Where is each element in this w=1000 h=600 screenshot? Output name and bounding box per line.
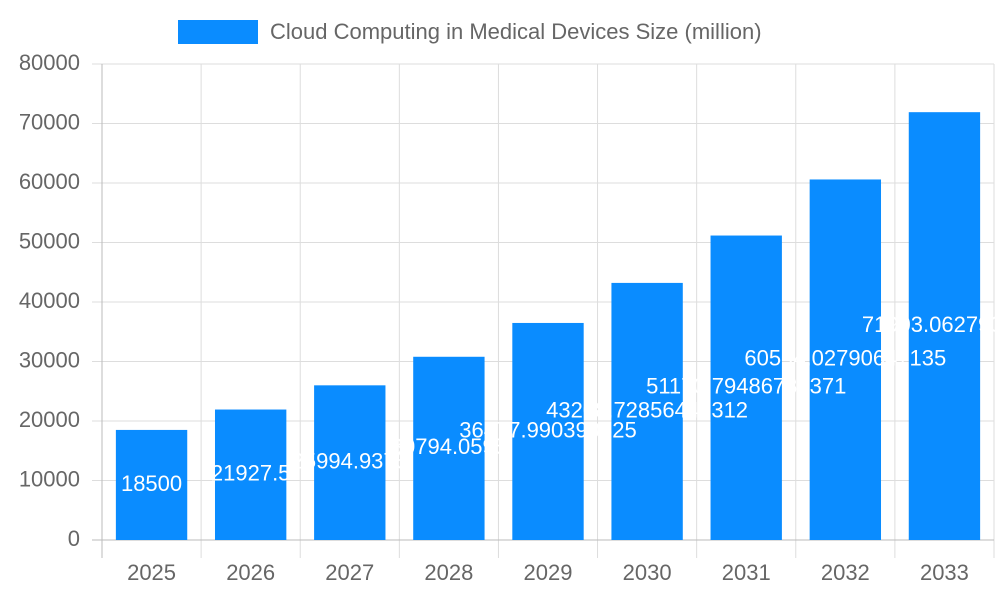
value-label: 21927.5: [211, 461, 291, 486]
y-tick-label: 0: [68, 526, 80, 551]
x-tick-label: 2025: [127, 560, 176, 585]
x-tick-label: 2028: [424, 560, 473, 585]
value-label: 18500: [121, 471, 182, 496]
y-tick-label: 60000: [19, 169, 80, 194]
y-tick-label: 40000: [19, 288, 80, 313]
value-label: 25994.9375: [292, 448, 408, 473]
legend-swatch: [178, 20, 258, 44]
value-label: 60594.02790647135: [744, 346, 946, 371]
y-tick-label: 50000: [19, 228, 80, 253]
bar: [512, 322, 584, 540]
y-tick-label: 30000: [19, 347, 80, 372]
value-label: 36477.990390625: [459, 417, 636, 442]
bar: [214, 409, 287, 540]
x-tick-label: 2033: [920, 560, 969, 585]
bar: [908, 112, 981, 541]
bar: [611, 282, 683, 540]
x-tick-label: 2032: [821, 560, 870, 585]
y-tick-label: 80000: [19, 50, 80, 75]
x-tick-label: 2031: [722, 560, 771, 585]
value-label: 51170.79486785371: [646, 374, 846, 399]
y-tick-label: 20000: [19, 407, 80, 432]
y-tick-label: 70000: [19, 109, 80, 134]
legend-label: Cloud Computing in Medical Devices Size …: [270, 19, 762, 44]
bar: [809, 179, 882, 541]
bar: [413, 356, 485, 540]
value-label: 43208.72856445312: [546, 397, 748, 422]
bar: [710, 235, 782, 541]
x-tick-label: 2029: [524, 560, 573, 585]
value-label: 71903.06279357: [862, 312, 1000, 337]
x-tick-label: 2026: [226, 560, 275, 585]
value-label: 30794.0595: [391, 434, 507, 459]
x-tick-label: 2030: [623, 560, 672, 585]
x-tick-label: 2027: [325, 560, 374, 585]
bar: [115, 429, 188, 540]
y-tick-label: 10000: [19, 466, 80, 491]
bar: [314, 385, 386, 540]
